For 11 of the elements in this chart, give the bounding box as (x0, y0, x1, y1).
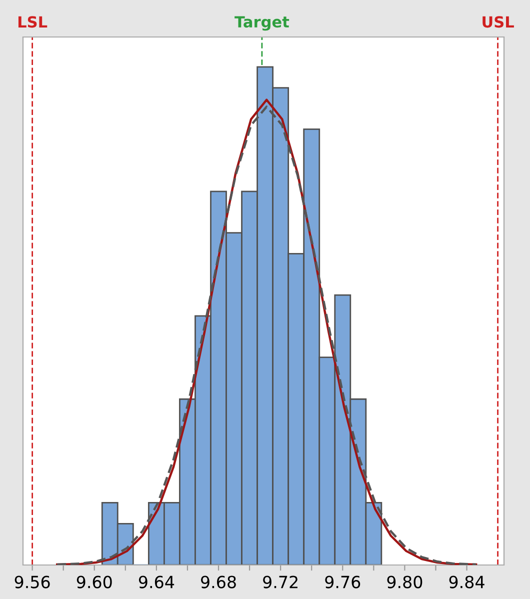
x-tick-label: 9.68 (201, 576, 236, 588)
x-tick-label: 9.60 (76, 576, 112, 588)
x-tick-label: 9.84 (449, 576, 484, 588)
ref-line-label: USL (482, 16, 514, 28)
x-tick-label: 9.72 (263, 576, 298, 588)
ref-line-label: LSL (18, 16, 48, 28)
x-tick-label: 9.80 (387, 576, 422, 588)
ref-line-label: Target (234, 16, 290, 31)
x-tick-label: 9.56 (14, 576, 50, 588)
x-tick-label: 9.64 (138, 576, 174, 588)
x-tick-label: 9.76 (325, 576, 360, 588)
